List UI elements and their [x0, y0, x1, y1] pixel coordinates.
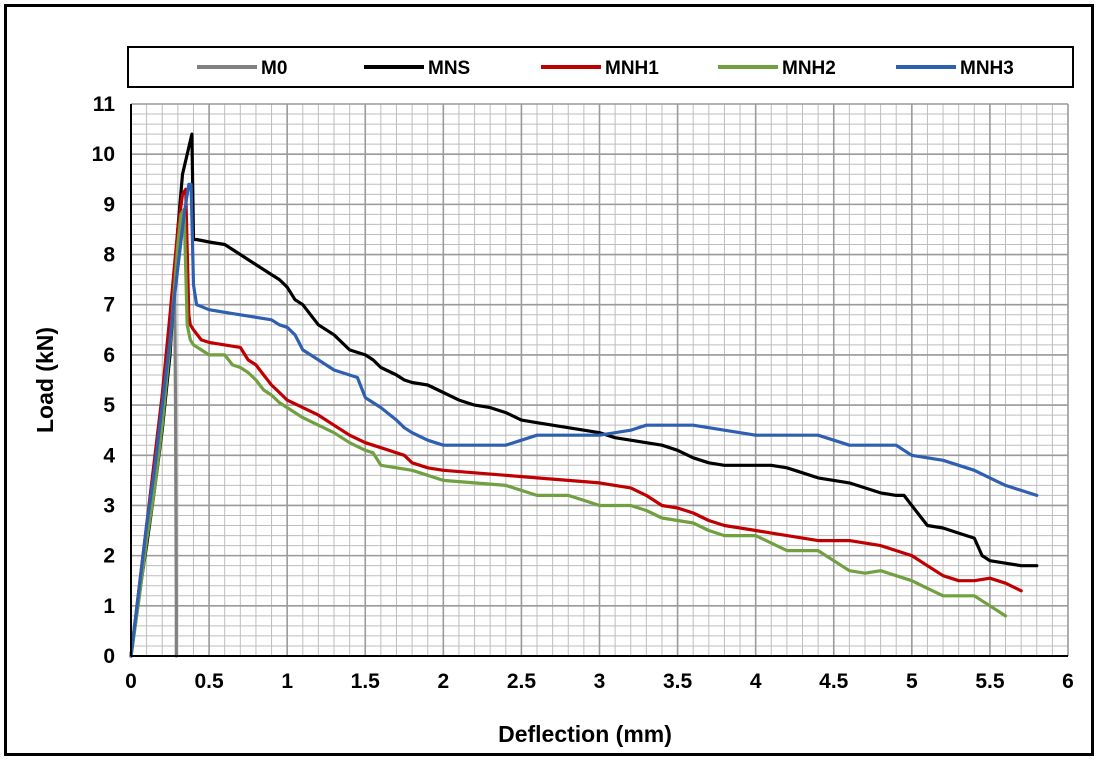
x-axis-label: Deflection (mm): [498, 721, 672, 747]
y-tick-label: 4: [103, 444, 115, 467]
y-tick-label: 10: [92, 143, 115, 166]
series-layer: [129, 132, 1039, 658]
legend-label-mnh3: MNH3: [960, 58, 1014, 79]
y-tick-label: 2: [103, 545, 115, 568]
x-tick-label: 0.5: [194, 670, 224, 693]
x-tick-label: 2.5: [507, 670, 537, 693]
legend-label-mnh1: MNH1: [605, 58, 659, 79]
y-tick-label: 3: [103, 494, 115, 517]
legend-label-mnh2: MNH2: [782, 58, 836, 79]
x-tick-label: 4: [750, 670, 762, 693]
x-tick-label: 4.5: [819, 670, 849, 693]
x-tick-label: 6: [1062, 670, 1074, 693]
x-tick-label: 5: [906, 670, 918, 693]
y-tick-label: 9: [103, 193, 115, 216]
x-tick-label: 3: [594, 670, 606, 693]
legend-label-m0: M0: [261, 58, 287, 79]
x-tick-label: 0: [125, 670, 137, 693]
y-tick-label: 6: [103, 344, 115, 367]
y-tick-label: 11: [93, 93, 116, 116]
x-tick-labels: 0 0.5 1 1.5 2 2.5 3 3.5 4 4.5 5 5.5 6: [125, 670, 1074, 693]
x-tick-label: 1: [281, 670, 293, 693]
series-line-mns: [129, 132, 1039, 658]
legend-label-mns: MNS: [428, 58, 470, 79]
series-line-mnh3: [129, 182, 1039, 658]
load-deflection-chart: M0 MNS MNH1 MNH2 MNH3 0 0.5 1 1.5 2 2.5 3 3.5 4 4.5 5 5…: [32, 46, 1074, 747]
y-tick-label: 7: [103, 294, 115, 317]
x-tick-label: 3.5: [663, 670, 693, 693]
x-tick-label: 1.5: [351, 670, 381, 693]
series-line-mnh1: [129, 187, 1023, 658]
chart-frame: M0 MNS MNH1 MNH2 MNH3 0 0.5 1 1.5 2 2.5 3 3.5 4 4.5 5 5…: [4, 4, 1094, 756]
x-tick-label: 5.5: [975, 670, 1005, 693]
y-tick-label: 5: [103, 394, 115, 417]
y-axis-label: Load (kN): [32, 327, 58, 433]
series-line-mnh2: [129, 207, 1008, 658]
y-tick-label: 1: [103, 595, 115, 618]
y-tick-label: 0: [103, 645, 115, 668]
y-tick-label: 8: [103, 244, 115, 267]
y-tick-labels: 0 1 2 3 4 5 6 7 8 9 10 11: [92, 93, 116, 668]
x-tick-label: 2: [437, 670, 449, 693]
legend: M0 MNS MNH1 MNH2 MNH3: [197, 58, 1014, 79]
major-grid: [131, 103, 1069, 656]
